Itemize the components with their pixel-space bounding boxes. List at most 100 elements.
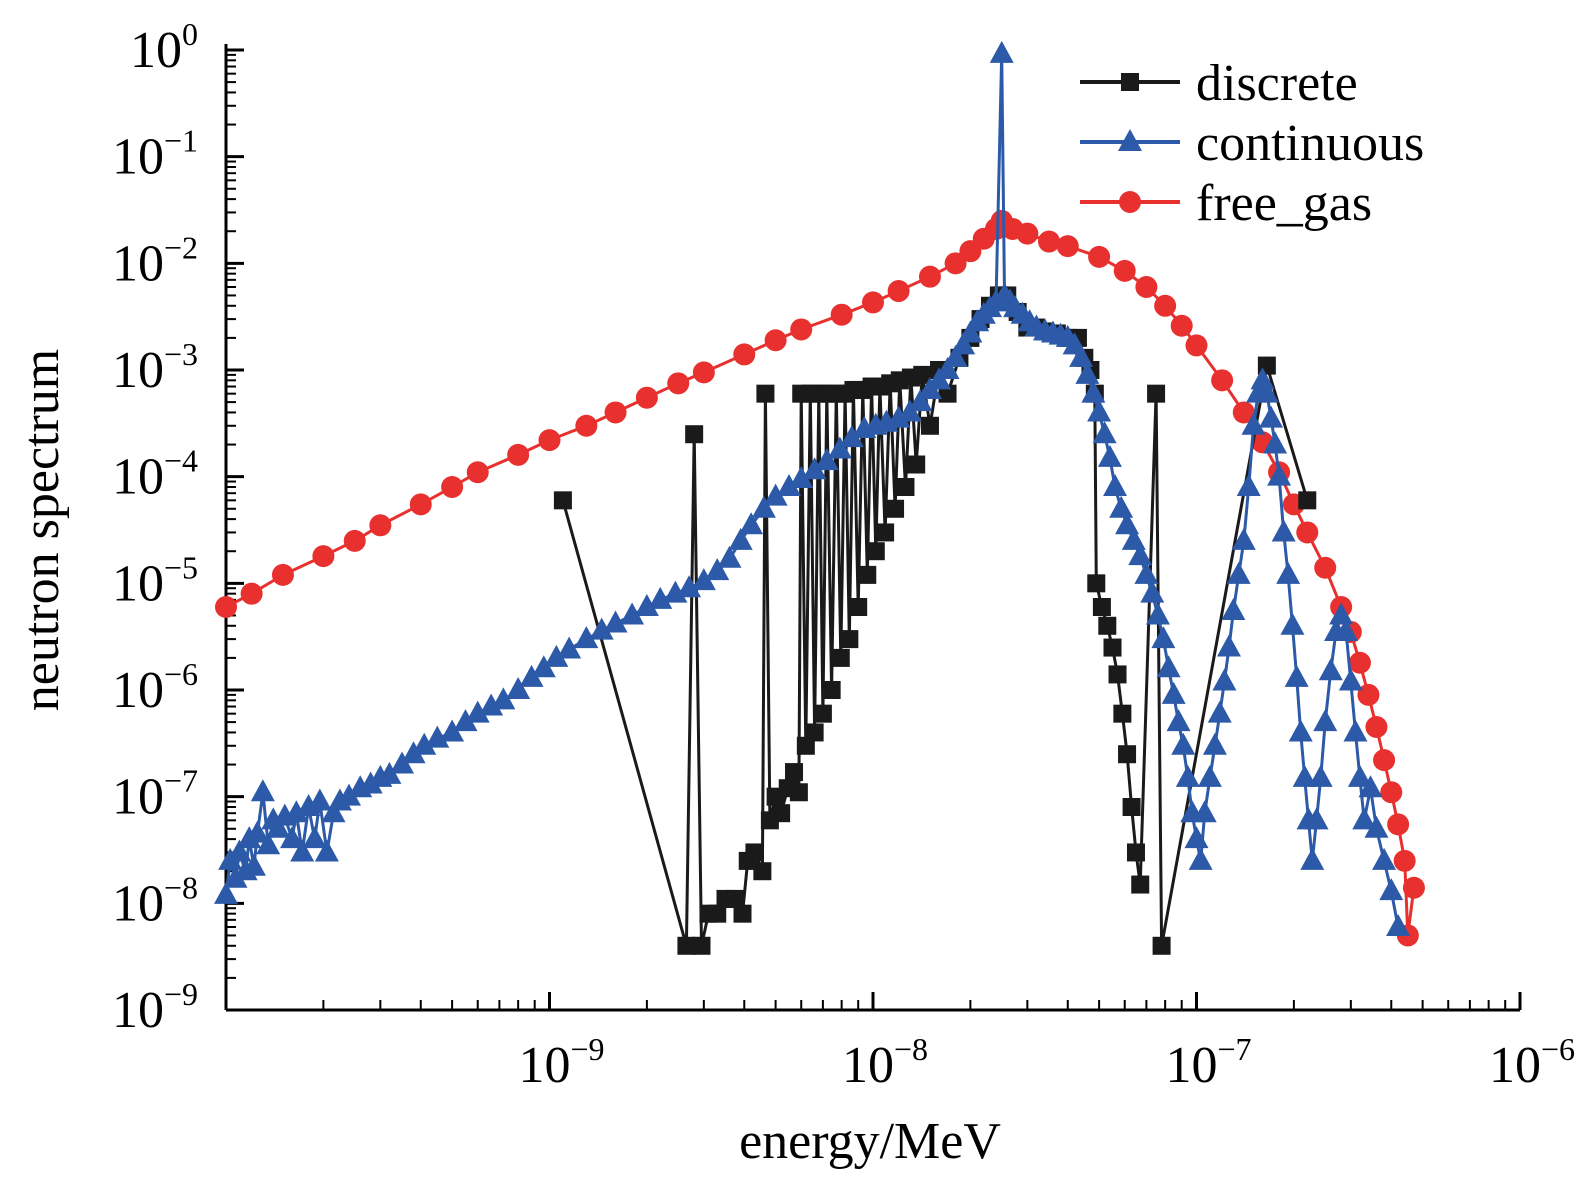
data-point <box>886 405 911 428</box>
data-point <box>1098 616 1117 635</box>
data-point <box>620 602 645 625</box>
y-tick-label-base: 10 <box>112 129 164 186</box>
series-continuous <box>214 40 1411 936</box>
data-point <box>214 881 238 904</box>
data-point <box>887 280 910 303</box>
data-point <box>772 804 791 823</box>
x-tick-label-base: 10 <box>842 1037 894 1094</box>
data-point <box>951 332 976 355</box>
data-point <box>1097 444 1122 467</box>
y-tick-label-exponent: 0 <box>182 16 198 52</box>
legend-label: discrete <box>1196 55 1358 112</box>
data-point <box>1259 405 1284 428</box>
data-point <box>1134 561 1159 584</box>
data-point <box>935 357 960 379</box>
x-tick-label: 10−8 <box>842 1031 928 1094</box>
data-point <box>312 545 335 568</box>
data-point <box>1118 745 1137 764</box>
data-point <box>1081 380 1106 403</box>
data-point <box>589 617 614 640</box>
data-point <box>733 343 756 366</box>
data-point <box>1113 259 1136 282</box>
y-tick-label-base: 10 <box>112 769 164 826</box>
data-point <box>1087 399 1112 422</box>
y-tick-label: 10−6 <box>112 656 198 719</box>
data-point <box>802 457 827 480</box>
data-point <box>256 832 281 855</box>
y-tick-label-base: 10 <box>112 982 164 1039</box>
data-point <box>412 732 437 755</box>
y-tick-label-base: 10 <box>112 342 164 399</box>
data-point <box>604 401 627 424</box>
data-point <box>1092 421 1117 444</box>
data-point <box>1288 719 1313 742</box>
data-point <box>920 416 939 435</box>
data-point <box>1192 800 1217 823</box>
data-point <box>250 779 275 802</box>
data-point <box>1128 543 1153 566</box>
data-point <box>1175 764 1200 787</box>
data-point <box>814 448 839 471</box>
data-point <box>827 436 852 459</box>
data-point <box>1140 580 1165 603</box>
data-point <box>1156 655 1181 678</box>
x-tick-label-base: 10 <box>1489 1037 1541 1094</box>
data-point <box>1122 798 1141 817</box>
y-tick-label-exponent: −3 <box>164 336 198 372</box>
data-point <box>1188 847 1213 870</box>
data-point <box>1151 626 1176 649</box>
data-point <box>1380 781 1403 804</box>
y-tick-label: 10−3 <box>112 336 198 399</box>
data-point <box>290 839 315 862</box>
x-tick-label: 10−7 <box>1165 1031 1251 1094</box>
data-point <box>1379 878 1404 901</box>
data-point <box>1402 876 1425 899</box>
data-point <box>1292 764 1317 787</box>
data-point <box>1263 431 1288 454</box>
data-point <box>280 826 305 849</box>
data-point <box>1267 463 1292 486</box>
data-point <box>1334 618 1359 641</box>
data-point <box>717 545 742 568</box>
data-point <box>1352 807 1377 830</box>
data-point <box>1232 401 1255 424</box>
data-point <box>1152 936 1171 955</box>
data-point <box>1241 412 1266 435</box>
y-tick-label-exponent: −9 <box>164 976 198 1012</box>
x-tick-label-exponent: −6 <box>1541 1031 1575 1067</box>
data-point <box>1387 813 1410 836</box>
x-tick-label-exponent: −9 <box>570 1031 604 1067</box>
y-tick-label-base: 10 <box>112 662 164 719</box>
data-point <box>343 529 366 552</box>
data-point <box>822 681 841 699</box>
data-point <box>358 771 383 794</box>
data-point <box>943 344 968 367</box>
data-point <box>1393 849 1416 872</box>
data-point <box>1131 875 1150 894</box>
data-point <box>805 723 824 742</box>
data-point <box>1113 704 1132 723</box>
data-point <box>377 761 402 784</box>
data-point <box>1284 664 1309 687</box>
data-point <box>1226 561 1251 584</box>
data-point <box>1298 491 1317 510</box>
series-free-gas <box>215 209 1425 947</box>
data-point <box>635 386 658 409</box>
data-point <box>245 820 270 843</box>
data-point <box>603 610 628 633</box>
data-point <box>634 593 659 616</box>
data-point <box>1016 222 1039 245</box>
y-tick-label-base: 10 <box>112 449 164 506</box>
data-point <box>862 291 884 314</box>
x-tick-label: 10−6 <box>1489 1031 1575 1094</box>
data-point <box>763 483 788 506</box>
y-tick-label: 10−2 <box>112 229 198 292</box>
data-point <box>215 595 237 618</box>
data-point <box>840 630 859 649</box>
data-point <box>1069 344 1094 367</box>
data-point <box>1308 764 1333 787</box>
data-point <box>1092 597 1111 616</box>
data-point <box>692 936 711 955</box>
x-tick-label-base: 10 <box>1165 1037 1217 1094</box>
